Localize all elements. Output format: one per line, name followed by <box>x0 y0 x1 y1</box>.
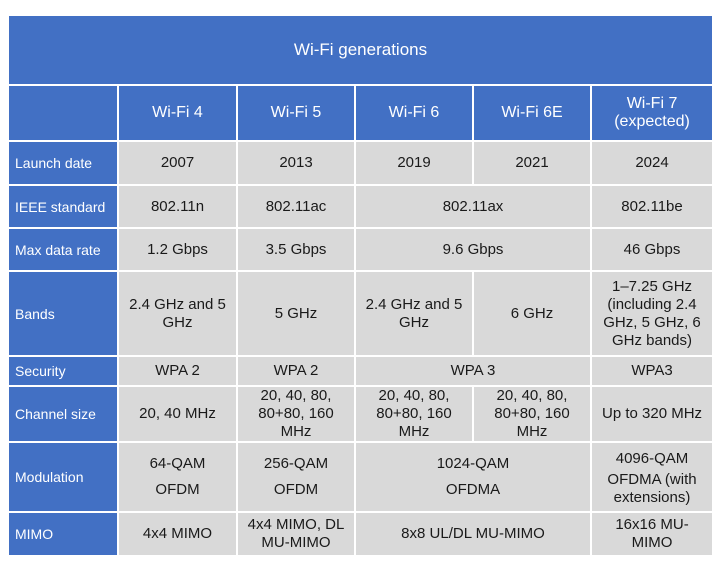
bands-wifi4: 2.4 GHz and 5 GHz <box>117 270 238 357</box>
channel-size-wifi7: Up to 320 MHz <box>589 385 715 443</box>
header-wifi5: Wi-Fi 5 <box>236 84 356 142</box>
row-label-ieee-standard: IEEE standard <box>7 184 119 229</box>
security-wifi5: WPA 2 <box>236 355 356 387</box>
bands-wifi6: 2.4 GHz and 5 GHz <box>354 270 474 357</box>
launch-date-wifi6e: 2021 <box>472 140 592 186</box>
table-title: Wi-Fi generations <box>6 14 715 86</box>
modulation-wifi6-6e: 1024-QAM OFDMA <box>354 441 592 513</box>
mimo-wifi5: 4x4 MIMO, DL MU-MIMO <box>236 511 356 557</box>
modulation-wifi5-qam: 256-QAM <box>263 455 329 472</box>
mimo-wifi7: 16x16 MU-MIMO <box>589 511 715 557</box>
row-mimo: MIMO 4x4 MIMO 4x4 MIMO, DL MU-MIMO 8x8 U… <box>7 511 715 557</box>
header-row: Wi-Fi 4 Wi-Fi 5 Wi-Fi 6 Wi-Fi 6E Wi-Fi 7… <box>7 84 715 142</box>
max-data-rate-wifi7: 46 Gbps <box>589 227 715 272</box>
modulation-wifi7: 4096-QAM OFDMA (with extensions) <box>589 441 715 513</box>
bands-wifi7: 1–7.25 GHz (including 2.4 GHz, 5 GHz, 6 … <box>589 270 715 357</box>
row-modulation: Modulation 64-QAM OFDM 256-QAM OFDM 1024… <box>7 441 715 513</box>
bands-wifi6e: 6 GHz <box>472 270 592 357</box>
modulation-wifi6-6e-qam: 1024-QAM <box>436 455 510 472</box>
row-label-max-data-rate: Max data rate <box>7 227 119 272</box>
launch-date-wifi6: 2019 <box>354 140 474 186</box>
security-wifi4: WPA 2 <box>117 355 238 387</box>
row-security: Security WPA 2 WPA 2 WPA 3 WPA3 <box>7 355 715 387</box>
row-launch-date: Launch date 2007 2013 2019 2021 2024 <box>7 140 715 186</box>
modulation-wifi5-ofdm: OFDM <box>273 481 319 498</box>
wifi-generations-table: Wi-Fi generations Wi-Fi 4 Wi-Fi 5 Wi-Fi … <box>6 14 715 557</box>
modulation-wifi4-qam: 64-QAM <box>149 455 206 472</box>
channel-size-wifi4: 20, 40 MHz <box>117 385 238 443</box>
row-label-modulation: Modulation <box>7 441 119 513</box>
row-label-launch-date: Launch date <box>7 140 119 186</box>
ieee-standard-wifi6-6e: 802.11ax <box>354 184 592 229</box>
header-wifi7: Wi-Fi 7 (expected) <box>589 84 715 142</box>
modulation-wifi4-ofdm: OFDM <box>155 481 200 498</box>
row-label-mimo: MIMO <box>7 511 119 557</box>
max-data-rate-wifi6-6e: 9.6 Gbps <box>354 227 592 272</box>
row-label-channel-size: Channel size <box>7 385 119 443</box>
max-data-rate-wifi5: 3.5 Gbps <box>236 227 356 272</box>
channel-size-wifi5: 20, 40, 80, 80+80, 160 MHz <box>236 385 356 443</box>
modulation-wifi7-ofdma: OFDMA (with extensions) <box>607 471 697 506</box>
modulation-wifi5: 256-QAM OFDM <box>236 441 356 513</box>
launch-date-wifi5: 2013 <box>236 140 356 186</box>
mimo-wifi4: 4x4 MIMO <box>117 511 238 557</box>
row-channel-size: Channel size 20, 40 MHz 20, 40, 80, 80+8… <box>7 385 715 443</box>
ieee-standard-wifi5: 802.11ac <box>236 184 356 229</box>
row-bands: Bands 2.4 GHz and 5 GHz 5 GHz 2.4 GHz an… <box>7 270 715 357</box>
title-row: Wi-Fi generations <box>6 14 715 86</box>
launch-date-wifi4: 2007 <box>117 140 238 186</box>
header-corner <box>7 84 119 142</box>
row-label-bands: Bands <box>7 270 119 357</box>
header-wifi6: Wi-Fi 6 <box>354 84 474 142</box>
modulation-wifi6-6e-ofdma: OFDMA <box>445 481 501 498</box>
row-label-security: Security <box>7 355 119 387</box>
bands-wifi5: 5 GHz <box>236 270 356 357</box>
modulation-wifi7-qam: 4096-QAM <box>615 450 689 467</box>
row-max-data-rate: Max data rate 1.2 Gbps 3.5 Gbps 9.6 Gbps… <box>7 227 715 272</box>
modulation-wifi4: 64-QAM OFDM <box>117 441 238 513</box>
security-wifi6-6e: WPA 3 <box>354 355 592 387</box>
channel-size-wifi6e: 20, 40, 80, 80+80, 160 MHz <box>472 385 592 443</box>
header-wifi4: Wi-Fi 4 <box>117 84 238 142</box>
row-ieee-standard: IEEE standard 802.11n 802.11ac 802.11ax … <box>7 184 715 229</box>
launch-date-wifi7: 2024 <box>589 140 715 186</box>
header-wifi6e: Wi-Fi 6E <box>472 84 592 142</box>
max-data-rate-wifi4: 1.2 Gbps <box>117 227 238 272</box>
mimo-wifi6-6e: 8x8 UL/DL MU-MIMO <box>354 511 592 557</box>
channel-size-wifi6: 20, 40, 80, 80+80, 160 MHz <box>354 385 474 443</box>
ieee-standard-wifi4: 802.11n <box>117 184 238 229</box>
ieee-standard-wifi7: 802.11be <box>589 184 715 229</box>
security-wifi7: WPA3 <box>589 355 715 387</box>
